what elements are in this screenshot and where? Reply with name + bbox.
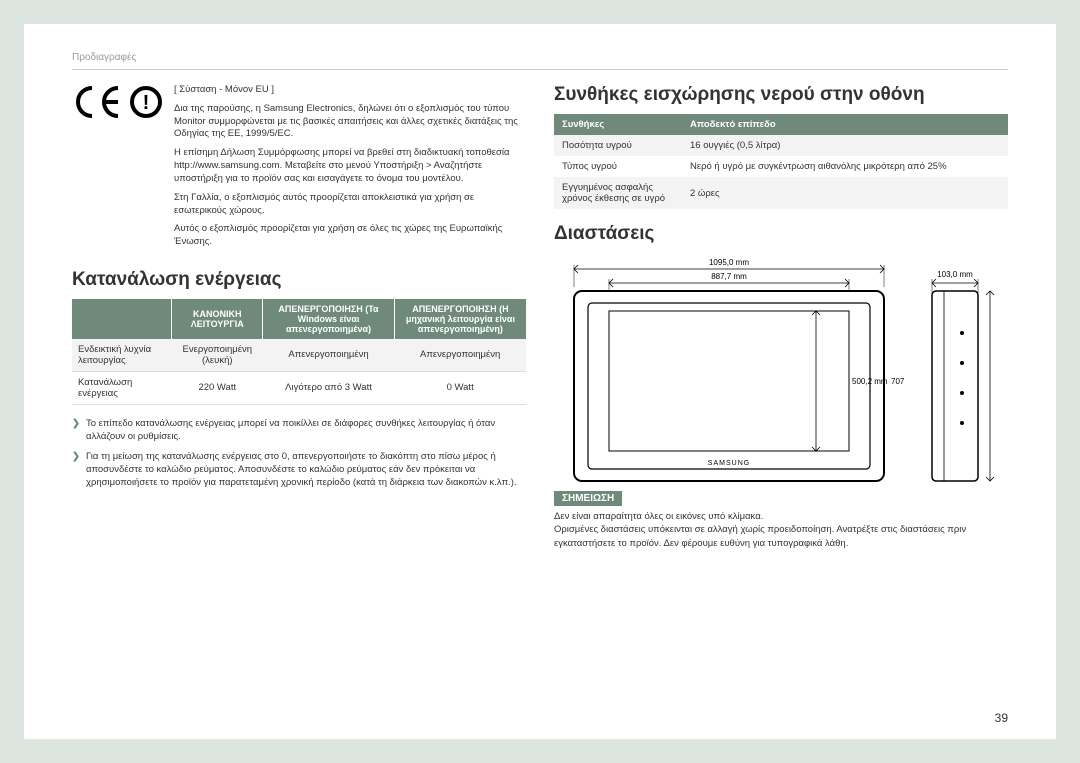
td: 0 Watt <box>394 371 526 404</box>
note-line: Δεν είναι απαραίτητα όλες οι εικόνες υπό… <box>554 510 1008 523</box>
td: Απενεργοποιημένη <box>394 339 526 372</box>
front-view-icon: 1095,0 mm 887,7 mm SAMSUNG <box>554 253 904 483</box>
right-column: Συνθήκες εισχώρησης νερού στην οθόνη Συν… <box>554 84 1008 550</box>
note-line: Ορισμένες διαστάσεις υπόκεινται σε αλλαγ… <box>554 523 1008 550</box>
table-row: Κατανάλωση ενέργειας 220 Watt Λιγότερο α… <box>72 371 526 404</box>
table-row: Ποσότητα υγρού 16 ουγγιές (0,5 λίτρα) <box>554 135 1008 156</box>
th: ΚΑΝΟΝΙΚΗ ΛΕΙΤΟΥΡΓΙΑ <box>172 299 263 339</box>
th <box>72 299 172 339</box>
dimensions-diagram: 1095,0 mm 887,7 mm SAMSUNG <box>554 253 1008 483</box>
td: Εγγυημένος ασφαλής χρόνος έκθεσης σε υγρ… <box>554 177 682 209</box>
heading-energy: Κατανάλωση ενέργειας <box>72 269 526 291</box>
energy-notes: ❯ Το επίπεδο κατανάλωσης ενέργειας μπορε… <box>72 417 526 489</box>
svg-text:!: ! <box>143 92 150 114</box>
svg-text:1095,0 mm: 1095,0 mm <box>709 258 749 267</box>
water-table: Συνθήκες Αποδεκτό επίπεδο Ποσότητα υγρού… <box>554 114 1008 209</box>
two-column-layout: ! [ Σύσταση - Μόνον EU ] Δια της παρούση… <box>72 84 1008 550</box>
svg-text:707,4 mm: 707,4 mm <box>891 377 904 386</box>
ce-p2: Η επίσημη Δήλωση Συμμόρφωσης μπορεί να β… <box>174 147 526 185</box>
td: 220 Watt <box>172 371 263 404</box>
td: Λιγότερο από 3 Watt <box>263 371 395 404</box>
ce-mark-icon: ! <box>72 84 164 255</box>
energy-table: ΚΑΝΟΝΙΚΗ ΛΕΙΤΟΥΡΓΙΑ ΑΠΕΝΕΡΓΟΠΟΙΗΣΗ (Τα W… <box>72 299 526 405</box>
side-view-icon: 103,0 mm <box>912 253 1002 483</box>
heading-water: Συνθήκες εισχώρησης νερού στην οθόνη <box>554 84 1008 106</box>
ce-p3: Στη Γαλλία, ο εξοπλισμός αυτός προορίζετ… <box>174 192 526 218</box>
heading-dimensions: Διαστάσεις <box>554 223 1008 245</box>
breadcrumb: Προδιαγραφές <box>72 52 1008 63</box>
td: 16 ουγγιές (0,5 λίτρα) <box>682 135 1008 156</box>
ce-p1: Δια της παρούσης, η Samsung Electronics,… <box>174 103 526 141</box>
th: ΑΠΕΝΕΡΓΟΠΟΙΗΣΗ (Η μηχανική λειτουργία εί… <box>394 299 526 339</box>
table-row: Εγγυημένος ασφαλής χρόνος έκθεσης σε υγρ… <box>554 177 1008 209</box>
th: Συνθήκες <box>554 114 682 135</box>
svg-text:SAMSUNG: SAMSUNG <box>708 460 750 467</box>
td: Κατανάλωση ενέργειας <box>72 371 172 404</box>
note-badge: ΣΗΜΕΙΩΣΗ <box>554 491 622 506</box>
separator <box>72 69 1008 70</box>
caret-icon: ❯ <box>72 450 80 490</box>
list-item: ❯ Το επίπεδο κατανάλωσης ενέργειας μπορε… <box>72 417 526 444</box>
td: Ενεργοποιημένη (λευκή) <box>172 339 263 372</box>
list-item: ❯ Για τη μείωση της κατανάλωσης ενέργεια… <box>72 450 526 490</box>
td: Ποσότητα υγρού <box>554 135 682 156</box>
document-page: Προδιαγραφές ! [ Σύσταση - Μόνον EU <box>24 24 1056 739</box>
left-column: ! [ Σύσταση - Μόνον EU ] Δια της παρούση… <box>72 84 526 550</box>
ce-block: ! [ Σύσταση - Μόνον EU ] Δια της παρούση… <box>72 84 526 255</box>
td: Ενδεικτική λυχνία λειτουργίας <box>72 339 172 372</box>
table-row: Τύπος υγρού Νερό ή υγρό με συγκέντρωση α… <box>554 156 1008 177</box>
svg-text:887,7 mm: 887,7 mm <box>711 272 747 281</box>
ce-p4: Αυτός ο εξοπλισμός προορίζεται για χρήση… <box>174 223 526 249</box>
bullet-text: Για τη μείωση της κατανάλωσης ενέργειας … <box>86 450 526 490</box>
td: Απενεργοποιημένη <box>263 339 395 372</box>
td: Τύπος υγρού <box>554 156 682 177</box>
caret-icon: ❯ <box>72 417 80 444</box>
table-row: Ενδεικτική λυχνία λειτουργίας Ενεργοποιη… <box>72 339 526 372</box>
svg-text:103,0 mm: 103,0 mm <box>937 270 973 279</box>
page-number: 39 <box>995 711 1008 725</box>
ce-header: [ Σύσταση - Μόνον EU ] <box>174 84 526 97</box>
th: ΑΠΕΝΕΡΓΟΠΟΙΗΣΗ (Τα Windows είναι απενεργ… <box>263 299 395 339</box>
td: 2 ώρες <box>682 177 1008 209</box>
svg-text:500,2 mm: 500,2 mm <box>852 377 888 386</box>
td: Νερό ή υγρό με συγκέντρωση αιθανόλης μικ… <box>682 156 1008 177</box>
note-text: Δεν είναι απαραίτητα όλες οι εικόνες υπό… <box>554 510 1008 550</box>
bullet-text: Το επίπεδο κατανάλωσης ενέργειας μπορεί … <box>86 417 526 444</box>
th: Αποδεκτό επίπεδο <box>682 114 1008 135</box>
ce-text: [ Σύσταση - Μόνον EU ] Δια της παρούσης,… <box>174 84 526 255</box>
